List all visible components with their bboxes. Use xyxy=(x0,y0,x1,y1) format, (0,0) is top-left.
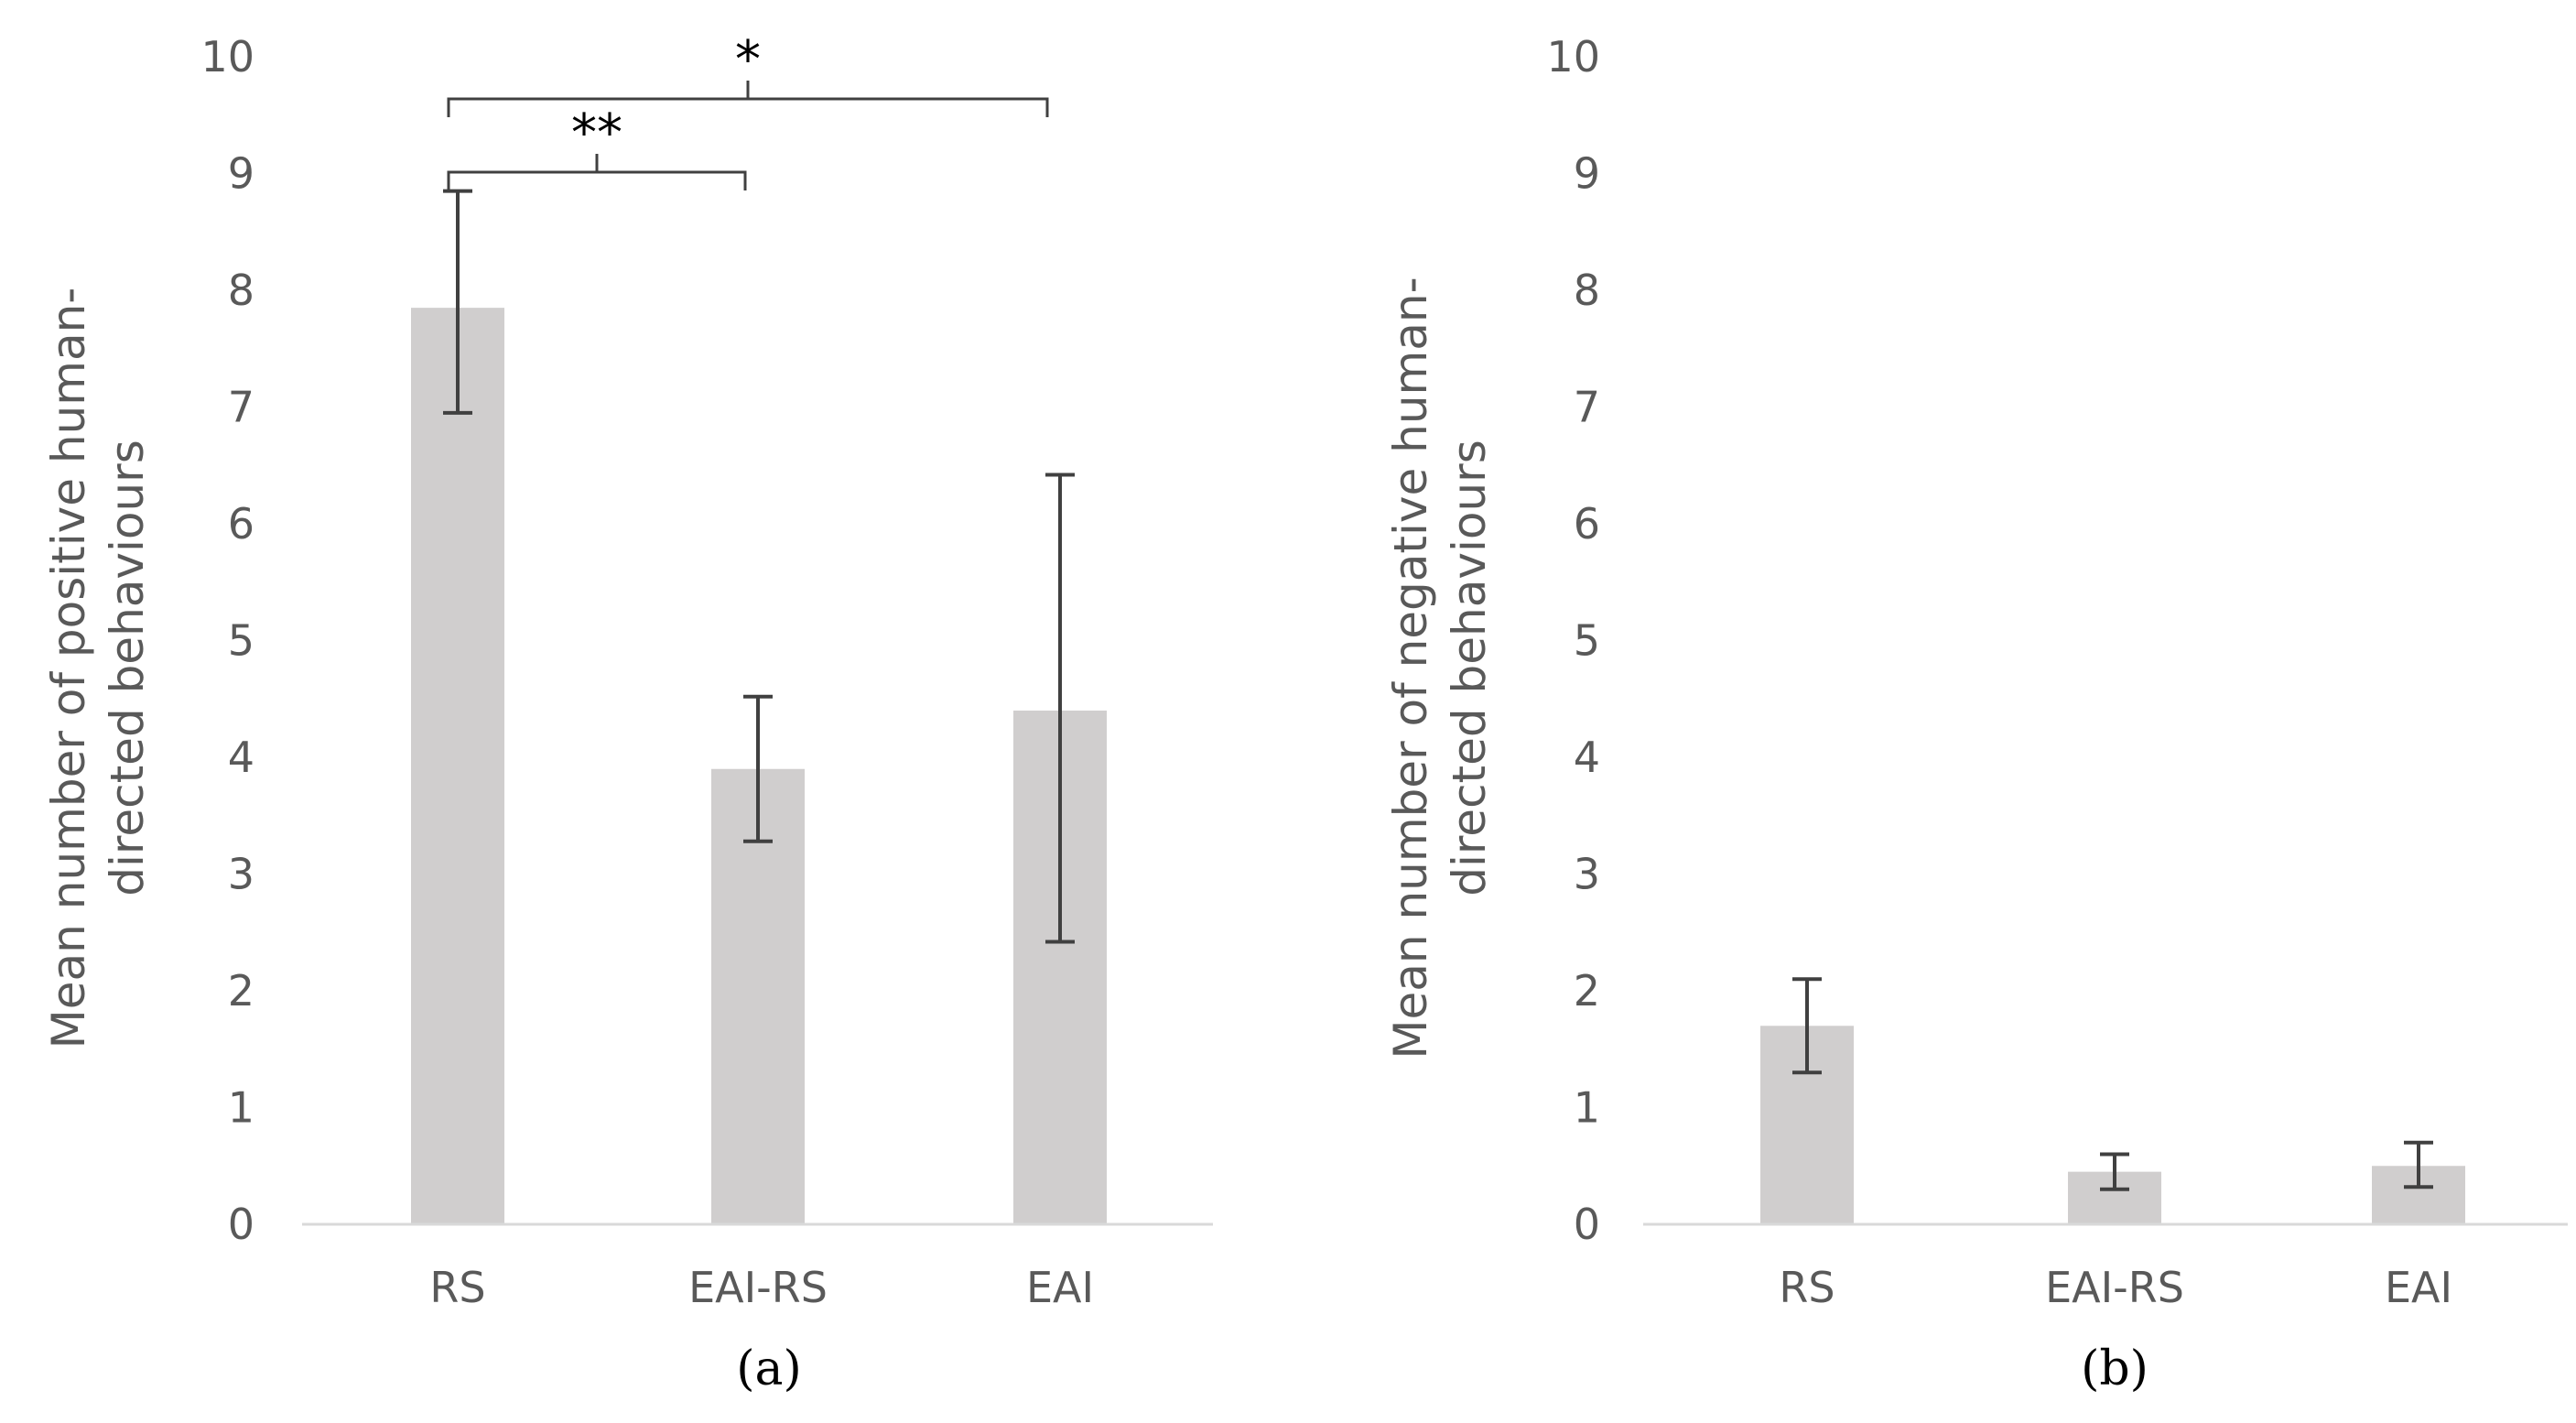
category-label: RS xyxy=(1779,1263,1835,1312)
y-tick-label: 5 xyxy=(228,616,254,666)
y-tick-label: 1 xyxy=(228,1083,254,1133)
chart-panel-a: 0 1 2 3 4 5 6 7 8 9 10 RS EAI-RS EAI Mean number of po… xyxy=(42,30,1213,1396)
significance-label: * xyxy=(735,30,761,90)
y-tick-label: 6 xyxy=(1574,499,1600,549)
y-tick-label: 10 xyxy=(1546,32,1600,81)
y-tick-label: 8 xyxy=(1574,266,1600,315)
chart-panel-b: 0 1 2 3 4 5 6 7 8 9 10 RS EAI-RS EAI Mean number of ne… xyxy=(1384,32,2568,1396)
y-tick-label: 10 xyxy=(200,32,254,81)
y-axis-title: Mean number of negative human- xyxy=(1384,277,1437,1059)
y-tick-label: 0 xyxy=(1574,1200,1600,1249)
bar xyxy=(711,768,805,1224)
y-tick-label: 4 xyxy=(1574,733,1600,782)
y-tick-label: 7 xyxy=(1574,383,1600,432)
category-label: EAI-RS xyxy=(688,1263,828,1312)
y-tick-label: 8 xyxy=(228,266,254,315)
significance-bracket xyxy=(447,154,747,190)
significance-bracket xyxy=(447,81,1049,117)
y-tick-label: 6 xyxy=(228,499,254,549)
y-tick-label: 1 xyxy=(1574,1083,1600,1133)
y-axis-title: directed behaviours xyxy=(1443,440,1496,896)
category-label: EAI xyxy=(1026,1263,1094,1312)
y-tick-label: 2 xyxy=(1574,966,1600,1016)
y-tick-label: 9 xyxy=(228,149,254,199)
y-tick-label: 7 xyxy=(228,383,254,432)
bar xyxy=(411,308,504,1224)
panel-label: (a) xyxy=(736,1342,802,1396)
y-axis-title: Mean number of positive human- xyxy=(42,288,95,1049)
y-axis-title: directed behaviours xyxy=(101,440,154,896)
y-tick-label: 5 xyxy=(1574,616,1600,666)
y-tick-label: 9 xyxy=(1574,149,1600,199)
y-tick-label: 3 xyxy=(228,850,254,899)
category-label: EAI-RS xyxy=(2045,1263,2184,1312)
category-label: RS xyxy=(429,1263,485,1312)
panel-label: (b) xyxy=(2081,1342,2148,1396)
y-tick-label: 3 xyxy=(1574,850,1600,899)
y-tick-label: 4 xyxy=(228,733,254,782)
significance-label: ** xyxy=(571,103,622,163)
category-label: EAI xyxy=(2385,1263,2452,1312)
y-tick-label: 0 xyxy=(228,1200,254,1249)
y-tick-label: 2 xyxy=(228,966,254,1016)
